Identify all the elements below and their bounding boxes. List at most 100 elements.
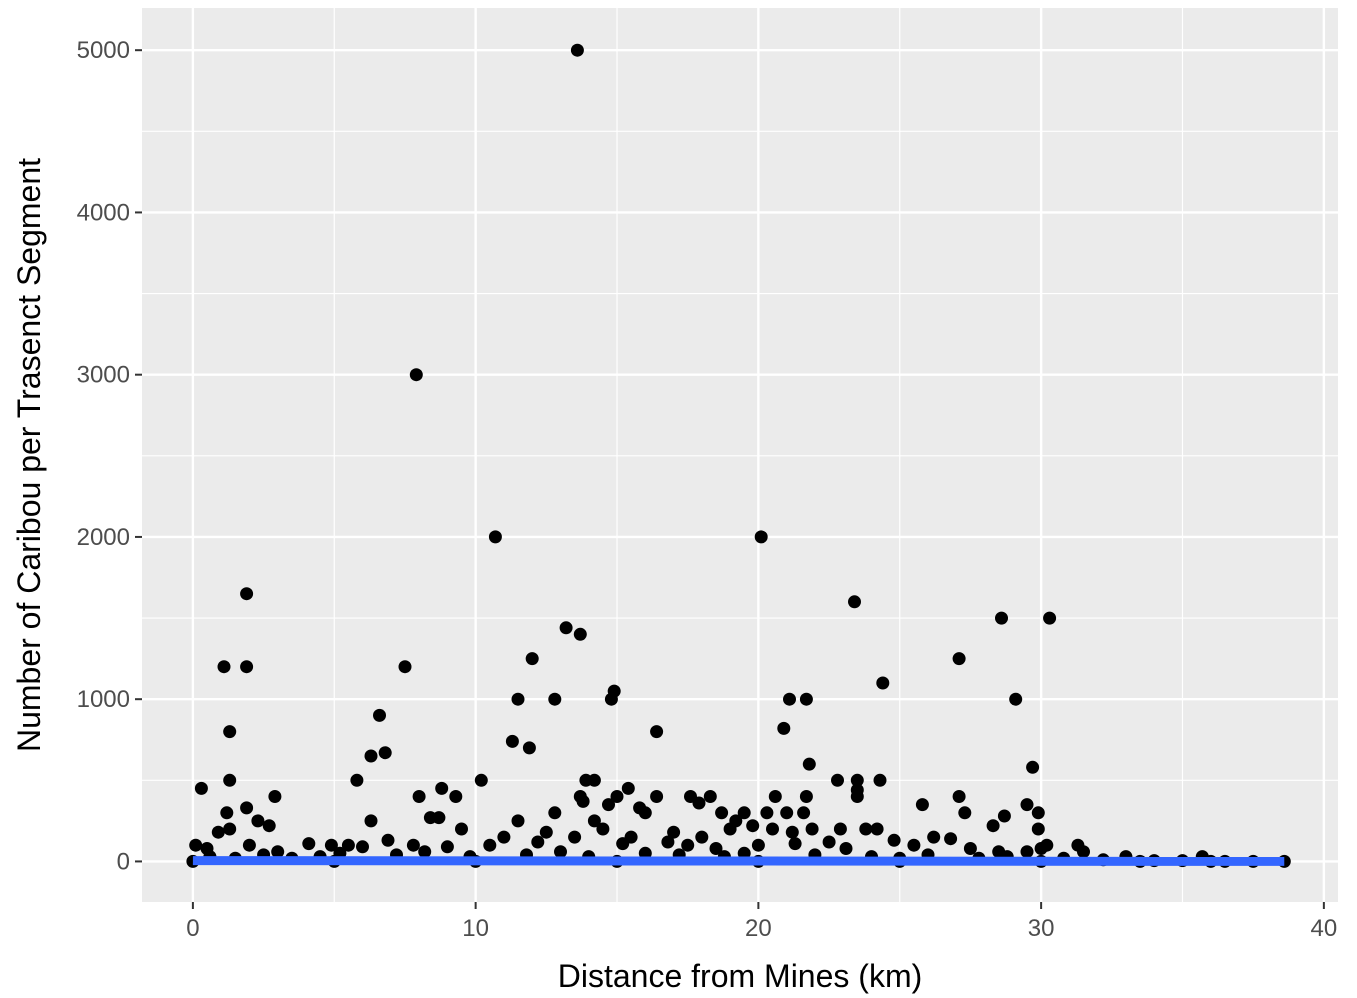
data-point <box>449 790 463 803</box>
data-point <box>455 822 468 836</box>
data-point <box>870 822 884 836</box>
data-point <box>621 781 635 795</box>
data-point <box>703 790 717 803</box>
data-point <box>223 725 237 739</box>
data-point <box>356 840 369 854</box>
data-point <box>952 652 966 666</box>
data-point <box>788 837 802 851</box>
x-axis-title: Distance from Mines (km) <box>558 958 923 994</box>
data-point <box>768 790 782 803</box>
data-point <box>638 806 652 820</box>
data-point <box>373 708 386 722</box>
data-point <box>785 825 799 839</box>
data-point <box>398 660 412 674</box>
data-point <box>907 838 921 852</box>
data-point <box>915 798 929 812</box>
data-point <box>511 692 525 706</box>
data-point <box>799 790 813 803</box>
data-point <box>240 801 254 815</box>
data-point <box>505 734 519 748</box>
y-tick-label: 4000 <box>77 199 130 226</box>
data-point <box>723 822 737 836</box>
data-point <box>587 773 601 787</box>
data-point <box>531 835 545 849</box>
data-point <box>997 809 1011 823</box>
data-point <box>570 43 584 57</box>
x-tick-label: 0 <box>186 915 199 942</box>
data-point <box>240 587 254 601</box>
data-point <box>488 530 502 544</box>
data-point <box>783 692 796 706</box>
data-point <box>381 833 395 847</box>
y-axis-ticks: 0 1000 2000 3000 4000 5000 <box>77 37 142 875</box>
data-point <box>777 721 791 735</box>
data-point <box>511 814 525 828</box>
data-point <box>859 822 873 836</box>
data-point <box>1043 611 1057 625</box>
y-tick-label: 2000 <box>77 524 130 551</box>
data-point <box>474 773 488 787</box>
major-gridlines <box>142 8 1338 902</box>
y-tick-label: 3000 <box>77 362 130 389</box>
data-point <box>262 819 276 833</box>
x-tick-label: 30 <box>1028 915 1055 942</box>
data-point <box>766 822 779 836</box>
data-point <box>1009 692 1023 706</box>
x-tick-label: 20 <box>745 915 772 942</box>
data-point <box>364 814 378 828</box>
data-point <box>189 838 203 852</box>
data-point <box>548 692 562 706</box>
data-point <box>944 832 958 846</box>
data-point <box>1031 822 1045 836</box>
data-point <box>839 842 853 855</box>
data-point <box>223 773 237 787</box>
data-point <box>223 822 237 836</box>
data-point <box>1020 845 1034 859</box>
data-point <box>525 652 539 666</box>
data-point <box>873 773 887 787</box>
data-point <box>324 838 338 852</box>
data-point <box>667 825 681 839</box>
data-point <box>412 790 426 803</box>
data-point <box>602 798 615 812</box>
data-point <box>406 838 420 852</box>
data-point <box>1020 798 1034 812</box>
data-point <box>833 822 847 836</box>
trend-line-layer <box>192 856 1285 866</box>
data-point <box>754 530 768 544</box>
data-point <box>715 806 729 820</box>
data-point <box>995 611 1008 625</box>
data-point <box>251 814 265 828</box>
y-axis-title: Number of Caribou per Trasenct Segment <box>11 158 47 752</box>
data-point <box>802 757 816 771</box>
data-point <box>483 838 497 852</box>
data-point <box>440 840 454 854</box>
data-point <box>217 660 231 674</box>
data-point <box>559 621 573 635</box>
data-point <box>604 692 618 706</box>
data-point <box>848 595 861 609</box>
data-point <box>302 837 316 851</box>
data-point <box>539 825 553 839</box>
data-point <box>573 627 587 641</box>
data-point <box>587 814 601 828</box>
data-point <box>378 746 392 760</box>
trend-line <box>192 856 1285 866</box>
data-point <box>1031 806 1045 820</box>
data-point <box>568 830 582 844</box>
data-point <box>661 835 675 849</box>
y-tick-label: 1000 <box>77 686 130 713</box>
x-axis-ticks: 0 10 20 30 40 <box>186 902 1337 942</box>
data-point <box>341 838 355 852</box>
data-point <box>194 781 208 795</box>
data-point <box>242 838 256 852</box>
data-point <box>751 838 765 852</box>
data-point <box>737 806 751 820</box>
data-point <box>986 819 1000 833</box>
y-tick-label: 5000 <box>77 37 130 64</box>
data-point <box>409 368 423 382</box>
data-point <box>650 725 664 739</box>
data-point <box>554 845 567 859</box>
data-point <box>958 806 972 820</box>
